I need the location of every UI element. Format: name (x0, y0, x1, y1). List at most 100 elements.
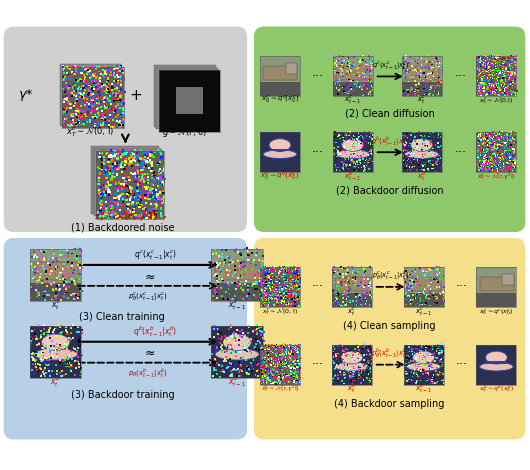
Bar (417, 376, 418, 377)
Bar (364, 268, 365, 270)
Bar (368, 351, 369, 352)
Bar (498, 88, 499, 90)
Bar (104, 96, 106, 98)
Bar (277, 361, 278, 362)
Bar (477, 150, 479, 151)
Bar (347, 266, 349, 268)
Bar (77, 71, 80, 74)
Bar (59, 357, 61, 360)
Bar (51, 340, 52, 342)
Bar (266, 294, 267, 296)
Bar (290, 281, 292, 282)
Bar (411, 367, 412, 368)
Bar (420, 70, 422, 71)
Bar (286, 287, 287, 289)
Bar (66, 297, 67, 298)
Bar (263, 382, 264, 384)
Bar (297, 363, 299, 365)
Bar (61, 254, 63, 256)
Bar (343, 365, 344, 366)
Bar (357, 81, 358, 83)
Bar (130, 190, 132, 192)
Bar (99, 90, 101, 92)
Bar (237, 329, 239, 330)
Bar (411, 351, 413, 352)
Bar (100, 183, 103, 185)
Bar (429, 379, 431, 381)
Bar (489, 156, 491, 157)
Bar (406, 380, 408, 382)
Bar (263, 377, 264, 379)
Bar (516, 141, 517, 142)
Bar (423, 294, 425, 296)
Bar (267, 345, 268, 346)
Bar (490, 161, 491, 163)
Bar (60, 299, 62, 301)
Bar (119, 176, 121, 178)
Bar (441, 351, 443, 352)
Bar (423, 62, 425, 63)
Bar (371, 378, 373, 380)
Bar (223, 368, 225, 370)
Bar (489, 74, 490, 76)
Bar (276, 383, 277, 384)
Bar (121, 107, 123, 109)
Bar (432, 71, 434, 73)
Bar (428, 160, 430, 162)
Bar (153, 188, 155, 191)
Bar (516, 66, 517, 68)
Bar (215, 369, 217, 371)
Bar (349, 88, 351, 89)
Bar (493, 164, 495, 166)
Bar (506, 63, 507, 65)
Bar (437, 158, 439, 159)
Bar (263, 266, 265, 267)
Bar (344, 133, 346, 134)
Bar (352, 163, 354, 164)
Bar (368, 168, 369, 170)
Bar (137, 183, 139, 186)
Bar (98, 114, 100, 116)
Bar (112, 172, 114, 174)
Bar (262, 289, 263, 290)
Bar (297, 279, 299, 281)
Bar (510, 63, 511, 64)
Bar (53, 345, 55, 347)
Bar (284, 366, 286, 367)
Bar (51, 351, 52, 353)
Bar (121, 186, 123, 188)
Bar (56, 356, 58, 358)
Bar (211, 353, 214, 355)
Bar (353, 279, 355, 281)
Bar (47, 334, 49, 336)
Bar (112, 107, 114, 109)
Bar (140, 171, 143, 173)
Bar (280, 348, 281, 349)
Bar (161, 215, 163, 218)
Bar (438, 299, 439, 301)
Bar (501, 92, 503, 94)
Bar (55, 292, 57, 294)
Bar (506, 151, 507, 153)
Bar (278, 299, 279, 301)
Bar (431, 164, 433, 165)
Bar (41, 351, 43, 352)
Bar (413, 132, 414, 133)
Bar (296, 381, 297, 382)
Bar (141, 172, 143, 174)
Bar (496, 56, 497, 57)
Bar (260, 132, 300, 172)
Bar (114, 109, 117, 111)
Bar (427, 361, 428, 362)
Bar (295, 284, 296, 286)
Bar (511, 133, 513, 134)
Bar (354, 348, 356, 350)
Bar (408, 291, 410, 293)
Bar (84, 76, 86, 78)
Bar (513, 160, 514, 161)
Bar (279, 277, 280, 278)
Bar (370, 149, 371, 151)
Bar (431, 274, 432, 276)
Bar (369, 346, 370, 347)
Bar (102, 123, 104, 125)
